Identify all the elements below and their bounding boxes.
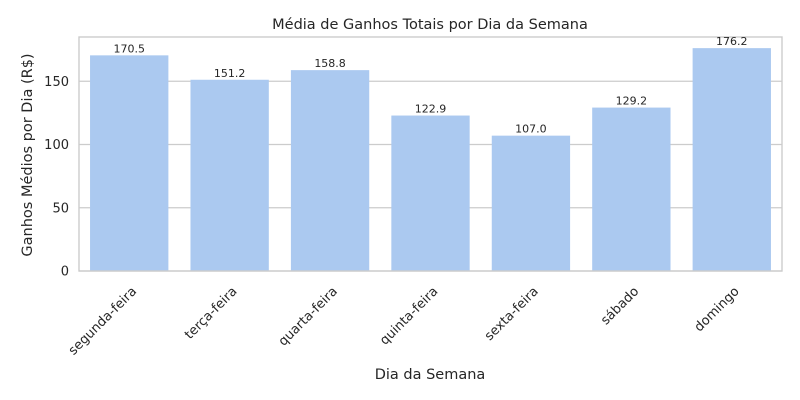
y-tick-label: 0 <box>61 265 69 280</box>
data-labels-layer: 170.5 151.2 158.8 122.9 107.0 129.2 176.2 <box>113 35 747 136</box>
y-tick-label: 100 <box>44 138 69 153</box>
plot-frame <box>78 36 783 272</box>
x-tick-label: terça-feira <box>182 284 240 342</box>
y-tick-label: 150 <box>44 75 69 90</box>
x-tick-label: domingo <box>692 284 743 335</box>
bar-sexta-feira <box>491 135 571 271</box>
bar-quarta-feira <box>290 70 370 271</box>
x-tick-label: sábado <box>598 284 642 328</box>
bars-layer <box>90 48 771 271</box>
bar-terça-feira <box>190 79 269 271</box>
bar-sábado <box>592 107 671 271</box>
y-ticks-layer: 0 50 100 150 <box>44 75 69 280</box>
x-tick-label: segunda-feira <box>66 284 140 358</box>
data-label: 158.8 <box>314 57 346 70</box>
bar-segunda-feira <box>90 55 169 271</box>
data-label: 107.0 <box>515 123 547 136</box>
x-axis-label: Dia da Semana <box>375 367 486 383</box>
bar-domingo <box>692 48 771 271</box>
bar-quinta-feira <box>391 115 470 271</box>
x-tick-label: quinta-feira <box>377 284 441 348</box>
data-label: 122.9 <box>415 103 447 116</box>
data-label: 129.2 <box>616 95 648 108</box>
data-label: 170.5 <box>113 42 145 55</box>
data-label: 176.2 <box>716 35 748 48</box>
y-tick-label: 50 <box>52 201 69 216</box>
x-tick-label: quarta-feira <box>276 284 341 349</box>
data-label: 151.2 <box>214 67 246 80</box>
y-axis-label: Ganhos Médios por Dia (R$) <box>20 53 36 256</box>
chart-title: Média de Ganhos Totais por Dia da Semana <box>272 17 588 33</box>
x-ticks-layer: segunda-feira terça-feira quarta-feira quin… <box>66 284 743 358</box>
x-tick-label: sexta-feira <box>482 284 542 344</box>
